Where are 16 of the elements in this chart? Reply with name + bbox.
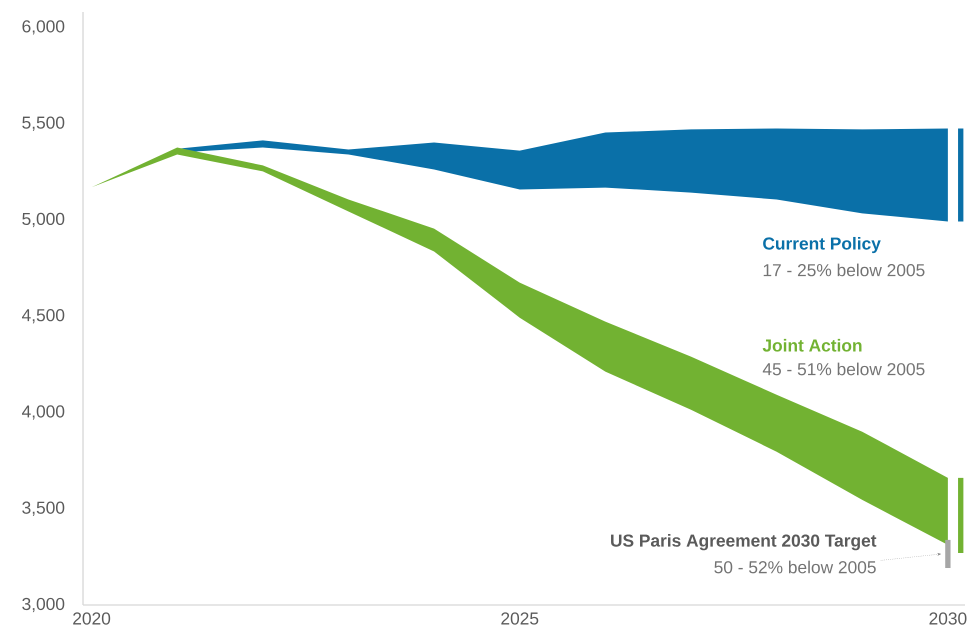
y-tick-label: 5,500 xyxy=(22,116,64,131)
y-tick-label: 6,000 xyxy=(22,20,64,35)
text: US Paris Agreement 2030 Target xyxy=(611,534,876,550)
annotation: 45 - 51% below 2005 xyxy=(762,362,924,376)
annotation: 50 - 52% below 2005 xyxy=(714,560,876,574)
x-tick-label: 2020 xyxy=(73,612,110,625)
y-tick-label: 5,000 xyxy=(22,212,64,228)
x-tick-label: 2030 xyxy=(929,612,966,625)
annotation: 17 - 25% below 2005 xyxy=(764,264,924,276)
y-tick-label: 4,500 xyxy=(22,309,64,324)
y-tick-label: 4,000 xyxy=(22,405,64,420)
y-tick-label: 3,500 xyxy=(22,502,64,516)
y-tick-label: 3,000 xyxy=(22,598,64,612)
legend-label: Joint Action xyxy=(762,338,862,352)
x-tick-label: 2025 xyxy=(501,612,538,625)
legend-label: Current Policy xyxy=(763,236,881,254)
